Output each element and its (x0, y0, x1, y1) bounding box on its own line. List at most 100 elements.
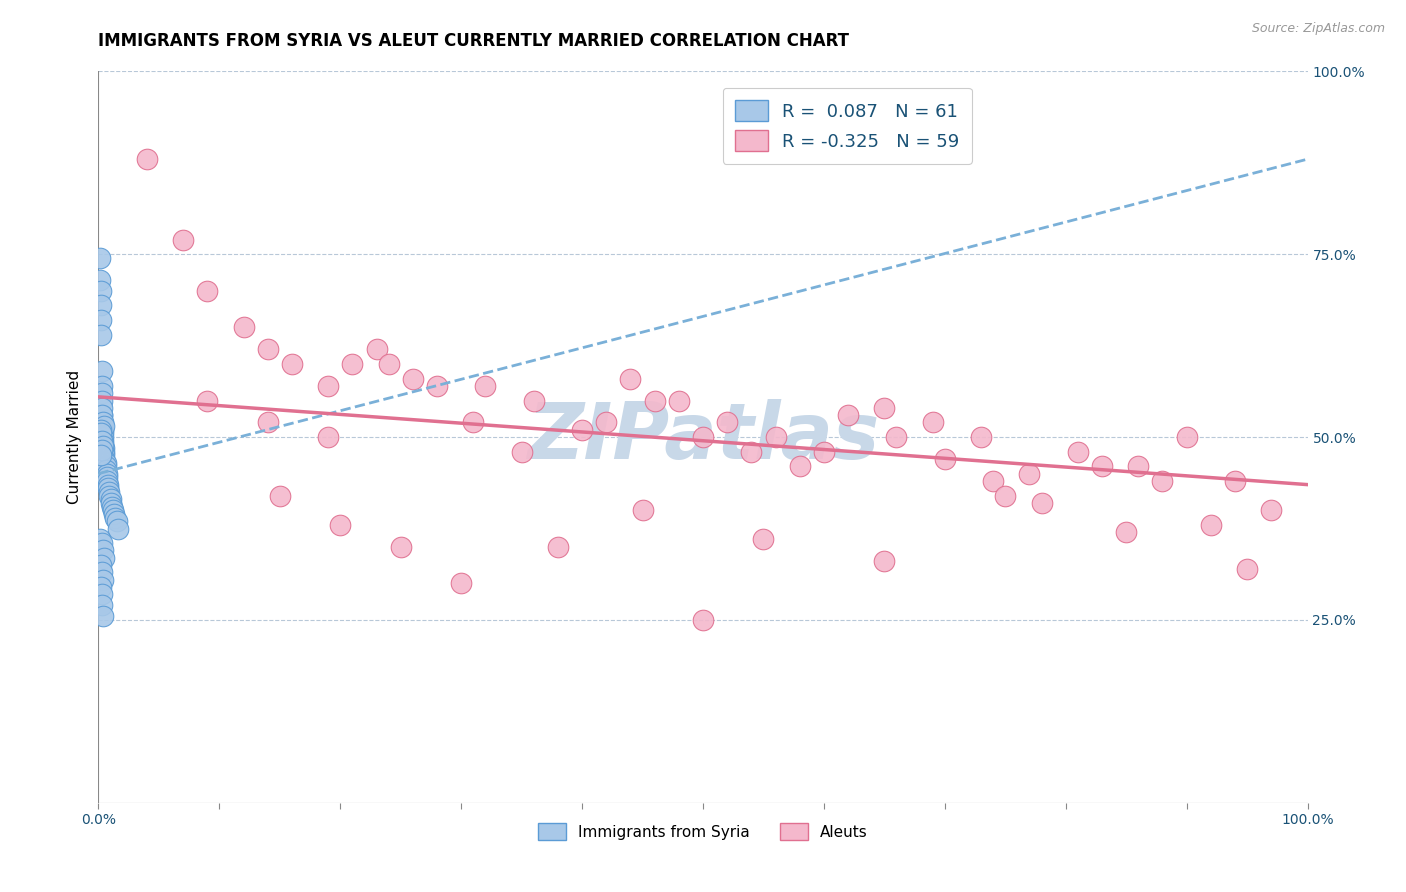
Point (91, 573, 114, 587)
Point (93, 441, 115, 455)
Point (934, 452, 956, 467)
Point (195, 284, 218, 298)
Point (91, 401, 114, 415)
Point (668, 393, 690, 408)
Point (631, 503, 654, 517)
Point (91, 426, 114, 441)
Point (1091, 459, 1114, 474)
Point (94, 456, 117, 470)
Point (256, 416, 278, 430)
Point (873, 554, 896, 568)
Point (93, 448, 115, 462)
Point (269, 489, 291, 503)
Point (91, 437, 114, 451)
Point (96, 474, 118, 488)
Point (94, 463, 117, 477)
Point (1067, 444, 1090, 458)
Point (97, 477, 120, 491)
Point (377, 357, 399, 371)
Point (752, 533, 775, 547)
Point (91, 423, 114, 437)
Point (595, 416, 617, 430)
Point (1031, 496, 1053, 510)
Point (90, 426, 112, 441)
Point (89, 251, 111, 265)
Point (342, 357, 364, 371)
Point (90, 313, 112, 327)
Point (619, 371, 641, 385)
Point (90, 327, 112, 342)
Point (450, 576, 472, 591)
Point (103, 507, 125, 521)
Point (281, 357, 304, 371)
Point (91, 423, 114, 437)
Legend: Immigrants from Syria, Aleuts: Immigrants from Syria, Aleuts (531, 816, 875, 847)
Point (100, 500, 122, 514)
Point (316, 379, 339, 393)
Point (886, 430, 908, 444)
Point (523, 393, 546, 408)
Point (91, 408, 114, 422)
Point (195, 393, 218, 408)
Point (789, 459, 811, 474)
Point (91, 416, 114, 430)
Point (765, 430, 787, 444)
Point (94, 459, 117, 474)
Point (89, 273, 111, 287)
Point (104, 510, 127, 524)
Point (547, 540, 569, 554)
Point (97, 481, 120, 495)
Point (90, 580, 112, 594)
Point (1223, 474, 1246, 488)
Y-axis label: Currently Married: Currently Married (67, 370, 83, 504)
Point (91, 364, 114, 378)
Text: IMMIGRANTS FROM SYRIA VS ALEUT CURRENTLY MARRIED CORRELATION CHART: IMMIGRANTS FROM SYRIA VS ALEUT CURRENTLY… (98, 32, 849, 50)
Point (96, 470, 118, 484)
Point (994, 489, 1017, 503)
Point (105, 514, 128, 528)
Point (316, 430, 339, 444)
Point (91, 379, 114, 393)
Point (91, 587, 114, 601)
Point (1260, 503, 1282, 517)
Point (981, 474, 1004, 488)
Point (1115, 525, 1137, 540)
Point (100, 492, 122, 507)
Point (93, 444, 115, 458)
Point (90, 284, 112, 298)
Point (1128, 459, 1150, 474)
Point (91, 439, 114, 453)
Point (91, 543, 114, 558)
Point (91, 393, 114, 408)
Point (402, 371, 425, 385)
Point (813, 444, 835, 458)
Point (91, 434, 114, 448)
Point (91, 566, 114, 580)
Text: ZIPatlas: ZIPatlas (527, 399, 879, 475)
Point (1018, 467, 1040, 481)
Point (135, 152, 157, 166)
Point (172, 233, 194, 247)
Point (329, 517, 352, 532)
Point (98, 489, 121, 503)
Point (107, 521, 129, 535)
Point (100, 496, 122, 510)
Point (90, 448, 112, 462)
Point (921, 416, 943, 430)
Point (510, 444, 533, 458)
Point (426, 379, 449, 393)
Point (91, 536, 114, 550)
Point (1236, 562, 1258, 576)
Point (571, 423, 593, 437)
Point (366, 343, 388, 357)
Text: Source: ZipAtlas.com: Source: ZipAtlas.com (1251, 22, 1385, 36)
Point (91, 416, 114, 430)
Point (98, 485, 121, 500)
Point (89, 533, 111, 547)
Point (90, 423, 112, 437)
Point (463, 416, 485, 430)
Point (101, 503, 124, 517)
Point (1199, 517, 1222, 532)
Point (389, 540, 412, 554)
Point (93, 452, 115, 467)
